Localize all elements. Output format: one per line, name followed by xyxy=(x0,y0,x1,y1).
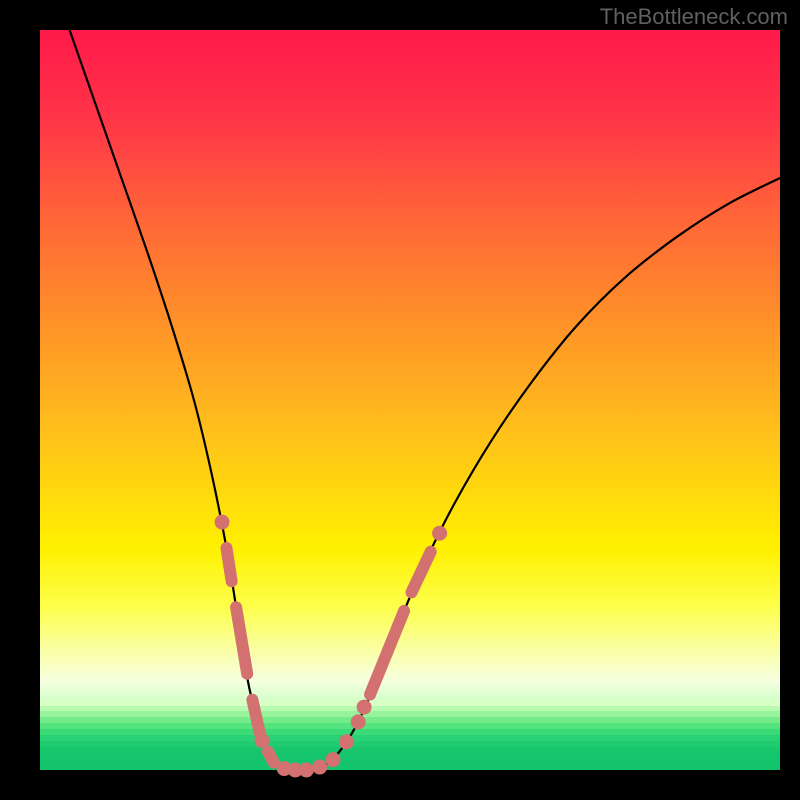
marker-dot xyxy=(339,734,354,749)
marker-dot xyxy=(326,752,341,767)
marker-dot xyxy=(215,515,230,530)
marker-dot xyxy=(255,733,270,748)
marker-dot xyxy=(351,714,366,729)
marker-segment xyxy=(252,700,259,733)
bottleneck-curve xyxy=(70,30,780,771)
marker-segment xyxy=(268,752,274,763)
marker-dot xyxy=(299,763,314,778)
marker-dot xyxy=(432,526,447,541)
marker-segment xyxy=(226,548,231,581)
chart-plot-area xyxy=(40,30,780,770)
marker-segment xyxy=(411,552,430,593)
marker-segment xyxy=(236,607,247,674)
marker-dot xyxy=(312,760,327,775)
marker-dot xyxy=(357,700,372,715)
chart-svg-layer xyxy=(40,30,780,770)
marker-segment xyxy=(370,611,404,695)
watermark-text: TheBottleneck.com xyxy=(600,4,788,30)
